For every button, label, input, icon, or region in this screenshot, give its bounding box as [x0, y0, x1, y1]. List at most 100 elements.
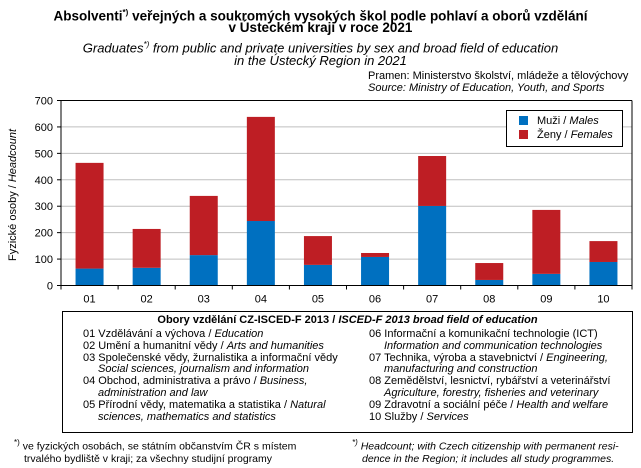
- y-tick-label: 200: [35, 228, 53, 240]
- key-item-en: Education: [214, 328, 264, 340]
- x-tick-label: 02: [141, 294, 153, 306]
- title-en-part: from public and private universities by …: [149, 40, 559, 56]
- field-of-education-key: Obory vzdělání CZ-ISCED-F 2013 / ISCED-F…: [62, 311, 633, 433]
- key-item-en-continued: Social sciences, journalism and informat…: [98, 363, 309, 376]
- key-item: 05 Přírodní vědy, matematika a statistik…: [83, 398, 338, 412]
- footnote-cz-line1: *) ve fyzických osobách, se státním obča…: [14, 437, 296, 453]
- bar-males: [75, 268, 104, 286]
- legend-label-females-cz: Ženy /: [537, 129, 571, 141]
- legend-label-males-cz: Muži /: [537, 115, 570, 127]
- chart-title-en-line2: in the Ústecký Region in 2021: [234, 53, 407, 68]
- key-item-en-continued: manufacturing and construction: [384, 363, 538, 376]
- bar-females: [475, 263, 504, 280]
- y-tick-label: 0: [47, 281, 53, 293]
- footnote-mark: *): [14, 438, 20, 447]
- bar-females: [246, 116, 275, 222]
- key-heading-en: ISCED-F 2013 broad field of education: [338, 314, 538, 326]
- legend-item-males: Muži / Males: [519, 115, 599, 128]
- key-item-en: Services: [426, 410, 469, 423]
- key-heading-cz: Obory vzdělání CZ-ISCED-F 2013 /: [157, 314, 339, 326]
- key-item-cz: 04 Obchod, administrativa a právo /: [83, 375, 260, 388]
- key-item-cz: 07 Technika, výroba a stavebnictví /: [369, 351, 547, 364]
- x-tick-label: 07: [426, 294, 438, 306]
- footnote-mark: *): [352, 438, 358, 447]
- legend: Muži / Males Ženy / Females: [506, 110, 623, 147]
- key-heading: Obory vzdělání CZ-ISCED-F 2013 / ISCED-F…: [63, 314, 632, 327]
- key-column-left: 01 Vzdělávání a výchova / Education 02 Um…: [83, 328, 338, 423]
- footnote-text: Headcount; with Czech citizenship with p…: [357, 440, 619, 453]
- key-item-cz: 10 Služby /: [369, 410, 427, 423]
- source-en: Source: Ministry of Education, Youth, an…: [368, 82, 605, 94]
- bar-females: [303, 236, 332, 265]
- bar-females: [418, 156, 447, 206]
- key-item: 03 Společenské vědy, žurnalistika a info…: [83, 351, 338, 365]
- x-tick-label: 10: [597, 294, 609, 306]
- bar-males: [132, 267, 161, 286]
- bar-females: [132, 228, 161, 268]
- key-item-en: Natural: [290, 398, 326, 411]
- legend-label-males-en: Males: [569, 115, 599, 127]
- bar-females: [589, 241, 618, 262]
- key-item: 06 Informační a komunikační technologie …: [369, 328, 610, 341]
- bar-males: [475, 279, 504, 286]
- chart-title-en-line1: Graduates*) from public and private univ…: [0, 37, 641, 55]
- footnote-cz: *) ve fyzických osobách, se státním obča…: [14, 437, 296, 466]
- y-tick-label: 400: [35, 175, 53, 187]
- key-item-en: Health and welfare: [516, 398, 609, 411]
- key-item: 07 Technika, výroba a stavebnictví / Eng…: [369, 351, 610, 365]
- key-item-en-continued: Agriculture, forestry, fisheries and vet…: [384, 386, 599, 399]
- key-item-cz: 08 Zemědělství, lesnictví, rybářství a v…: [369, 375, 611, 388]
- key-item-en: Engineering,: [546, 351, 608, 364]
- footnote-en-line2: dence in the Region; it includes all stu…: [362, 453, 615, 465]
- footnote-text: ve fyzických osobách, se státním občanst…: [19, 440, 297, 453]
- key-item: 10 Služby / Services: [369, 410, 610, 424]
- footnote-cz-line2: trvalého bydliště v kraji; za všechny st…: [24, 453, 273, 465]
- x-tick-label: 08: [483, 294, 495, 306]
- y-tick-label: 600: [35, 122, 53, 134]
- bar-males: [189, 255, 218, 286]
- bar-males: [589, 261, 618, 286]
- legend-label-females-en: Females: [570, 129, 613, 141]
- bar-males: [361, 256, 390, 286]
- legend-item-females: Ženy / Females: [519, 129, 613, 142]
- footnote-en-line1: *) Headcount; with Czech citizenship wit…: [352, 437, 619, 453]
- key-item-en: Business,: [259, 375, 308, 388]
- bar-females: [189, 195, 218, 256]
- bar-females: [532, 209, 561, 274]
- bar-males: [418, 205, 447, 286]
- stacked-bar-chart: 0 100 200 300 400 500 600 700 01 02 03 04 05 06 07 08 09…: [35, 96, 633, 306]
- key-item-cz: 06 Informační a komunikační technologie …: [369, 328, 598, 340]
- footnote-en: *) Headcount; with Czech citizenship wit…: [352, 437, 619, 466]
- key-item-en-continued: administration and law: [98, 386, 208, 399]
- key-item-cz: 03 Společenské vědy, žurnalistika a info…: [83, 351, 338, 364]
- key-item-en-continued: sciences, mathematics and statistics: [98, 410, 276, 423]
- y-tick-label: 300: [35, 201, 53, 213]
- x-tick-label: 01: [83, 294, 95, 306]
- x-tick-label: 03: [198, 294, 210, 306]
- title-en-footnote-mark: *): [143, 40, 150, 49]
- x-tick-label: 05: [312, 294, 324, 306]
- chart-title-cz-line2: v Ústeckém kraji v roce 2021: [228, 20, 413, 35]
- source-cz: Pramen: Ministerstvo školství, mládeže a…: [368, 70, 629, 82]
- y-tick-label: 100: [35, 254, 53, 266]
- x-tick-label: 04: [255, 294, 267, 306]
- key-item: 08 Zemědělství, lesnictví, rybářství a v…: [369, 375, 611, 388]
- bar-females: [361, 252, 390, 257]
- key-item-en-continued: Information and communication technologi…: [384, 339, 603, 352]
- bar-males: [246, 221, 275, 286]
- key-item-cz: 01 Vzdělávání a výchova /: [83, 328, 215, 340]
- x-tick-label: 06: [369, 294, 381, 306]
- title-cz-part: veřejných a soukromých vysokých škol pod…: [128, 8, 588, 24]
- y-tick-label: 500: [35, 148, 53, 160]
- title-en-part: Graduates: [82, 40, 144, 56]
- key-column-right: 06 Informační a komunikační technologie …: [369, 328, 611, 424]
- legend-swatch-females: [519, 130, 528, 139]
- title-cz-part: Absolventi: [53, 8, 123, 24]
- y-tick-label: 700: [35, 96, 53, 108]
- key-item: 02 Umění a humanitní vědy / Arts and hum…: [83, 340, 338, 353]
- key-item: 09 Zdravotní a sociální péče / Health an…: [369, 398, 610, 412]
- title-cz-footnote-mark: *): [122, 8, 129, 17]
- legend-swatch-males: [519, 116, 528, 125]
- key-item-cz: 09 Zdravotní a sociální péče /: [369, 398, 517, 411]
- chart-title-cz-line1: Absolventi*) veřejných a soukromých vyso…: [0, 5, 641, 25]
